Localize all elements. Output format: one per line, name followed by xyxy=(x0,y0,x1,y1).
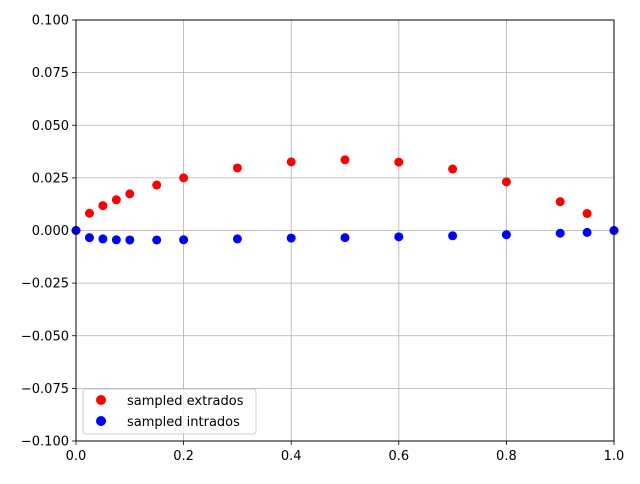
point-sampled-intrados xyxy=(98,234,108,244)
point-sampled-extrados xyxy=(152,180,162,190)
point-sampled-intrados xyxy=(448,231,458,241)
x-tick-label: 0.6 xyxy=(388,449,409,464)
point-sampled-intrados xyxy=(179,235,189,245)
point-sampled-intrados xyxy=(125,235,135,245)
legend-label-sampled-intrados: sampled intrados xyxy=(127,415,240,430)
y-tick-label: −0.025 xyxy=(21,277,69,292)
point-sampled-extrados xyxy=(340,155,350,165)
x-tick-label: 0.8 xyxy=(496,449,517,464)
legend-frame xyxy=(82,388,257,435)
point-sampled-intrados xyxy=(111,235,121,245)
legend-marker-sampled-intrados xyxy=(96,416,106,426)
point-sampled-extrados xyxy=(179,173,189,183)
point-sampled-extrados xyxy=(125,189,135,199)
y-tick-label: 0.050 xyxy=(32,119,69,134)
y-tick-label: 0.025 xyxy=(32,171,69,186)
y-tick-label: 0.100 xyxy=(32,14,69,29)
point-sampled-intrados xyxy=(555,228,565,238)
x-tick-label: 1.0 xyxy=(604,449,625,464)
point-sampled-extrados xyxy=(98,201,108,211)
point-sampled-intrados xyxy=(84,233,94,243)
point-sampled-extrados xyxy=(286,157,296,167)
axis-ticks: 0.0 0.2 0.4 0.6 0.8 1.0 0.100 0.075 0.050 0.025 0.… xyxy=(21,14,624,465)
point-sampled-extrados xyxy=(448,164,458,174)
legend-marker-sampled-extrados xyxy=(96,395,106,405)
point-sampled-intrados xyxy=(394,232,404,242)
point-sampled-extrados xyxy=(84,208,94,218)
point-sampled-extrados xyxy=(111,195,121,205)
y-tick-label: 0.075 xyxy=(32,66,69,81)
point-sampled-extrados xyxy=(582,208,592,218)
y-tick-label: 0.000 xyxy=(32,224,69,239)
point-sampled-intrados xyxy=(152,235,162,245)
point-sampled-intrados xyxy=(232,234,242,244)
point-sampled-intrados xyxy=(340,233,350,243)
point-sampled-intrados xyxy=(501,230,511,240)
point-sampled-extrados xyxy=(501,177,511,187)
point-sampled-extrados xyxy=(394,157,404,167)
point-sampled-extrados xyxy=(232,163,242,173)
x-tick-label: 0.4 xyxy=(281,449,302,464)
x-tick-label: 0.0 xyxy=(66,449,87,464)
legend-label-sampled-extrados: sampled extrados xyxy=(127,394,244,409)
point-sampled-intrados xyxy=(582,227,592,237)
y-tick-label: −0.075 xyxy=(21,382,69,397)
y-tick-label: −0.100 xyxy=(21,435,69,450)
point-sampled-intrados xyxy=(286,233,296,243)
legend: sampled extrados sampled intrados xyxy=(82,388,257,435)
point-sampled-extrados xyxy=(555,197,565,207)
x-tick-label: 0.2 xyxy=(173,449,194,464)
y-tick-label: −0.050 xyxy=(21,329,69,344)
